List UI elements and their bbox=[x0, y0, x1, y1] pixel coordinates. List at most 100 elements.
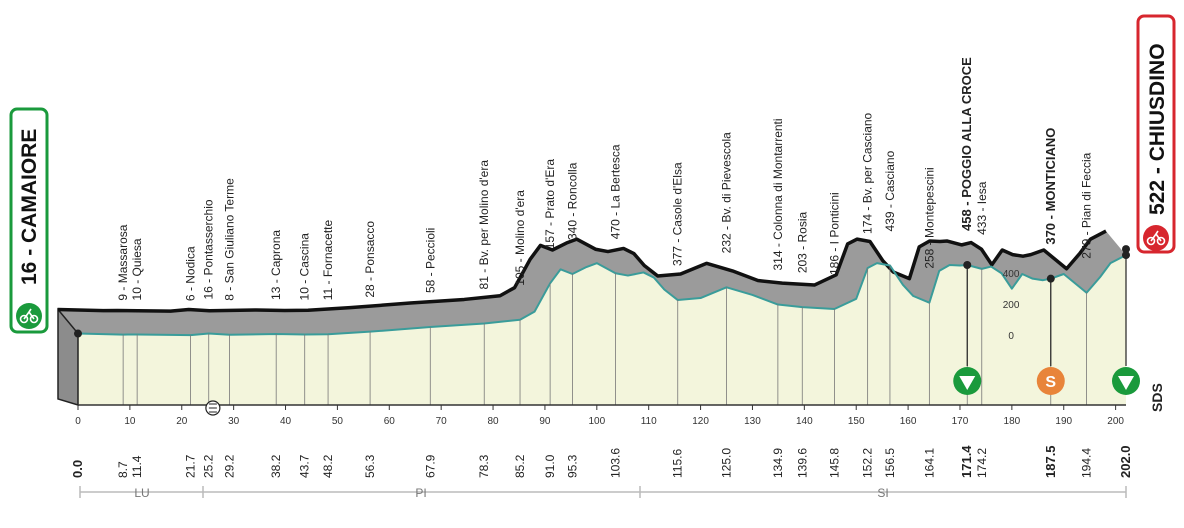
point-label: 11 - Fornacette bbox=[321, 219, 335, 300]
profile-top-surface bbox=[58, 231, 1126, 336]
km-distance-label: 25.2 bbox=[202, 454, 216, 478]
x-tick-label: 0 bbox=[75, 416, 81, 427]
x-tick-label: 160 bbox=[900, 416, 917, 427]
start-badge: 16 - CAMAIORE bbox=[9, 107, 49, 334]
marker-layer: S bbox=[74, 245, 1140, 416]
x-tick-label: 190 bbox=[1055, 416, 1072, 427]
brand-logo: SDS bbox=[1149, 383, 1165, 412]
labels-layer: 9 - Massarosa 10 - Quiesa 6 - Nodica 16 - P… bbox=[116, 57, 1093, 301]
km-distance-label: 152.2 bbox=[861, 448, 875, 478]
profile-top-outline bbox=[57, 229, 1107, 313]
x-tick-label: 90 bbox=[539, 416, 551, 427]
feed-zone-label: S bbox=[1045, 374, 1056, 391]
point-label: 458 - POGGIO ALLA CROCE bbox=[959, 57, 974, 231]
alt-tick-label: 400 bbox=[1003, 269, 1020, 280]
km-distance-label: 8.7 bbox=[116, 461, 130, 478]
start-label: 16 - CAMAIORE bbox=[18, 129, 41, 285]
km-distance-label: 134.9 bbox=[771, 448, 785, 478]
x-tick-label: 80 bbox=[487, 416, 499, 427]
level-crossing-icon bbox=[205, 400, 221, 416]
km-distance-label: 67.9 bbox=[423, 454, 437, 478]
km-distance-label: 43.7 bbox=[298, 454, 312, 478]
x-tick-label: 120 bbox=[692, 416, 709, 427]
km-distance-label: 85.2 bbox=[513, 454, 527, 478]
x-tick-label: 10 bbox=[124, 416, 136, 427]
point-label: 439 - Casciano bbox=[883, 150, 897, 231]
x-tick-label: 30 bbox=[228, 416, 240, 427]
region-bar: LU PI SI bbox=[79, 486, 1127, 500]
km-distance-label: 38.2 bbox=[269, 454, 283, 478]
point-label: 203 - Rosia bbox=[795, 211, 809, 273]
point-label: 279 - Pian di Feccia bbox=[1080, 152, 1094, 258]
km-distance-label: 29.2 bbox=[222, 454, 236, 478]
point-label: 433 - Iesa bbox=[975, 181, 989, 235]
point-label: 105 - Molino d'era bbox=[513, 190, 527, 286]
x-tick-label: 40 bbox=[280, 416, 292, 427]
point-label: 174 - Bv. per Casciano bbox=[861, 112, 875, 233]
x-tick-label: 130 bbox=[744, 416, 761, 427]
x-tick-label: 60 bbox=[384, 416, 396, 427]
profile-front-face bbox=[78, 255, 1126, 405]
point-label: 186 - I Ponticini bbox=[827, 192, 841, 275]
point-label: 16 - Pontasserchio bbox=[202, 199, 216, 299]
finish-label: 522 - CHIUSDINO bbox=[1146, 43, 1169, 215]
point-label: 232 - Bv. di Pievescola bbox=[720, 132, 734, 253]
km-distance-label: 11.4 bbox=[130, 455, 144, 478]
finish-badge: 522 - CHIUSDINO bbox=[1136, 14, 1176, 254]
x-tick-label: 150 bbox=[848, 416, 865, 427]
x-tick-label: 100 bbox=[588, 416, 605, 427]
point-label: 377 - Casole d'Elsa bbox=[671, 162, 685, 266]
start-dot bbox=[74, 329, 82, 338]
km-distance-label: 103.6 bbox=[608, 448, 622, 478]
km-distance-label: 139.6 bbox=[795, 448, 809, 478]
km-distance-label: 164.1 bbox=[922, 448, 936, 478]
finish-dot bbox=[1122, 245, 1130, 254]
km-distance-label: 56.3 bbox=[363, 454, 377, 478]
point-label: 28 - Ponsacco bbox=[363, 221, 377, 298]
point-label: 340 - Roncolla bbox=[565, 162, 579, 240]
finish-bike-icon bbox=[1143, 225, 1169, 251]
grid-layer bbox=[122, 265, 1087, 405]
region-lu: LU bbox=[134, 486, 149, 500]
x-tick-label: 200 bbox=[1107, 416, 1124, 427]
km-distance-label: 125.0 bbox=[720, 448, 734, 478]
km-distance-label: 156.5 bbox=[883, 448, 897, 478]
km-distance-label: 187.5 bbox=[1043, 445, 1058, 478]
km-distance-label: 78.3 bbox=[477, 454, 491, 478]
km-distance-label: 194.4 bbox=[1080, 448, 1094, 478]
point-label: 9 - Massarosa bbox=[116, 224, 130, 300]
sprint-marker-icon bbox=[1112, 251, 1140, 395]
km-distance-label: 202.0 bbox=[1118, 445, 1133, 478]
km-distance-label: 48.2 bbox=[321, 454, 335, 478]
x-tick-label: 110 bbox=[641, 416, 657, 427]
point-label: 258 - Montepescini bbox=[922, 167, 936, 268]
km-distance-label: 115.6 bbox=[671, 449, 685, 478]
point-label: 314 - Colonna di Montarrenti bbox=[771, 118, 785, 270]
km-distance-label: 174.2 bbox=[975, 448, 989, 478]
region-si: SI bbox=[877, 486, 888, 500]
x-tick-label: 140 bbox=[796, 416, 813, 427]
x-tick-label: 20 bbox=[176, 416, 188, 427]
km-distance-label: 0.0 bbox=[70, 460, 85, 478]
point-label: 10 - Quiesa bbox=[130, 238, 144, 300]
point-label: 470 - La Bertesca bbox=[608, 144, 622, 239]
point-label: 6 - Nodica bbox=[184, 246, 198, 301]
point-label: 157 - Prato d'Era bbox=[543, 159, 557, 250]
x-tick-label: 50 bbox=[332, 416, 344, 427]
point-label: 10 - Cascina bbox=[298, 233, 312, 301]
feed-zone-marker-icon: S bbox=[1036, 274, 1065, 395]
km-distance-label: 145.8 bbox=[827, 448, 841, 478]
km-distance-label: 21.7 bbox=[184, 454, 198, 478]
alt-tick-label: 0 bbox=[1008, 331, 1014, 342]
x-tick-label: 180 bbox=[1004, 416, 1021, 427]
point-label: 58 - Peccioli bbox=[423, 228, 437, 293]
axis-layer: 0 10 20 30 40 50 60 70 80 90 100 110 120 130 140 150 160… bbox=[70, 269, 1133, 478]
x-tick-label: 70 bbox=[436, 416, 448, 427]
x-tick-label: 170 bbox=[952, 416, 969, 427]
km-distance-label: 171.4 bbox=[959, 445, 974, 478]
point-label: 8 - San Giuliano Terme bbox=[222, 178, 236, 301]
km-distance-label: 95.3 bbox=[565, 454, 579, 478]
sprint-marker-icon bbox=[953, 261, 982, 395]
region-pi: PI bbox=[415, 486, 426, 500]
